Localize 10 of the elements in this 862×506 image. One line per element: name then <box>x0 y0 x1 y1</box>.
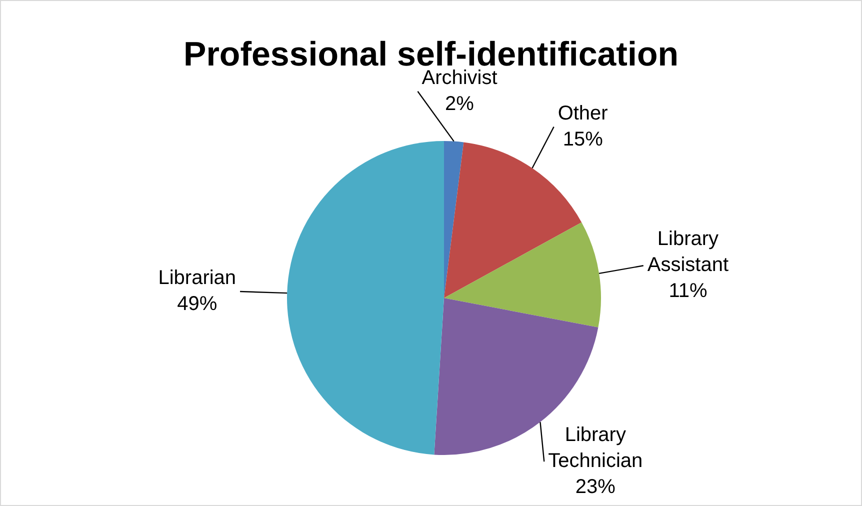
data-label: 49% <box>177 293 218 316</box>
slice-label: Other <box>558 102 608 124</box>
slice-label: Library Technician <box>548 424 643 472</box>
slice-label: Librarian <box>158 267 236 290</box>
data-label: 23% <box>575 476 616 498</box>
slice-label: Archivist <box>422 66 498 89</box>
data-label: 11% <box>668 280 708 302</box>
data-label: 15% <box>562 128 604 150</box>
data-label: 2% <box>445 92 474 115</box>
slice-label: Library Assistant <box>647 228 729 276</box>
